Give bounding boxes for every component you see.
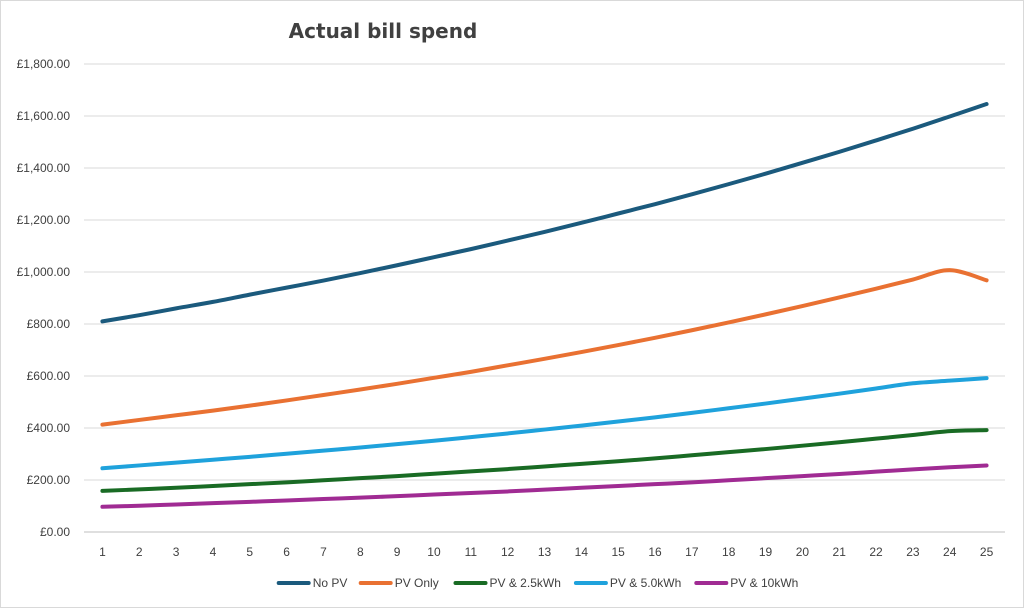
x-axis-ticks: 1 2 3 4 5 6 7 8 9 10 11 12 13 14 15 16 17 18 19 20 21 22 23 24 2…: [99, 545, 993, 559]
x-tick-label: 12: [501, 545, 515, 559]
x-tick-label: 5: [246, 545, 253, 559]
y-tick-label: £400.00: [27, 421, 71, 435]
y-tick-label: £1,400.00: [17, 161, 71, 175]
x-tick-label: 2: [136, 545, 143, 559]
x-tick-label: 16: [648, 545, 662, 559]
legend-item-pv-5-0kwh: PV & 5.0kWh: [573, 576, 681, 590]
y-tick-label: £200.00: [27, 473, 71, 487]
legend-label: PV & 5.0kWh: [610, 576, 681, 590]
y-tick-label: £600.00: [27, 369, 71, 383]
x-tick-label: 19: [759, 545, 773, 559]
x-tick-label: 21: [833, 545, 847, 559]
series-line-pv-only: [100, 268, 989, 427]
x-tick-label: 25: [980, 545, 994, 559]
legend-item-pv-10kwh: PV & 10kWh: [694, 576, 798, 590]
x-tick-label: 13: [538, 545, 552, 559]
y-tick-label: £800.00: [27, 317, 71, 331]
x-tick-label: 15: [612, 545, 626, 559]
legend-label: No PV: [313, 576, 348, 590]
y-tick-label: £0.00: [40, 525, 70, 539]
series-lines: [100, 102, 989, 509]
x-tick-label: 9: [394, 545, 401, 559]
x-tick-label: 14: [575, 545, 589, 559]
x-tick-label: 18: [722, 545, 736, 559]
legend: No PV PV Only PV & 2.5kWh PV & 5.0kWh PV & 1…: [276, 576, 798, 590]
legend-item-pv-2-5kwh: PV & 2.5kWh: [453, 576, 561, 590]
x-tick-label: 23: [906, 545, 920, 559]
legend-label: PV Only: [395, 576, 439, 590]
y-tick-label: £1,000.00: [17, 265, 71, 279]
x-tick-label: 17: [685, 545, 699, 559]
gridlines: [84, 63, 1005, 533]
series-line-pv-2-5kwh: [100, 428, 989, 493]
legend-item-pv-only: PV Only: [358, 576, 439, 590]
y-axis-ticks: £0.00 £200.00 £400.00 £600.00 £800.00 £1,000.…: [17, 57, 71, 539]
x-tick-label: 1: [99, 545, 106, 559]
series-line-pv-5-0kwh: [100, 376, 989, 471]
y-tick-label: £1,800.00: [17, 57, 71, 71]
x-tick-label: 7: [320, 545, 327, 559]
legend-label: PV & 2.5kWh: [490, 576, 561, 590]
x-tick-label: 22: [869, 545, 883, 559]
x-tick-label: 24: [943, 545, 957, 559]
y-tick-label: £1,200.00: [17, 213, 71, 227]
x-tick-label: 20: [796, 545, 810, 559]
series-line-no-pv: [100, 102, 989, 324]
x-tick-label: 10: [427, 545, 441, 559]
y-tick-label: £1,600.00: [17, 109, 71, 123]
chart-title: Actual bill spend: [289, 19, 478, 43]
x-tick-label: 4: [210, 545, 217, 559]
x-tick-label: 11: [465, 545, 478, 559]
x-tick-label: 3: [173, 545, 180, 559]
x-tick-label: 8: [357, 545, 364, 559]
legend-label: PV & 10kWh: [730, 576, 798, 590]
x-tick-label: 6: [283, 545, 290, 559]
legend-item-no-pv: No PV: [276, 576, 348, 590]
series-line-pv-10kwh: [100, 463, 989, 509]
